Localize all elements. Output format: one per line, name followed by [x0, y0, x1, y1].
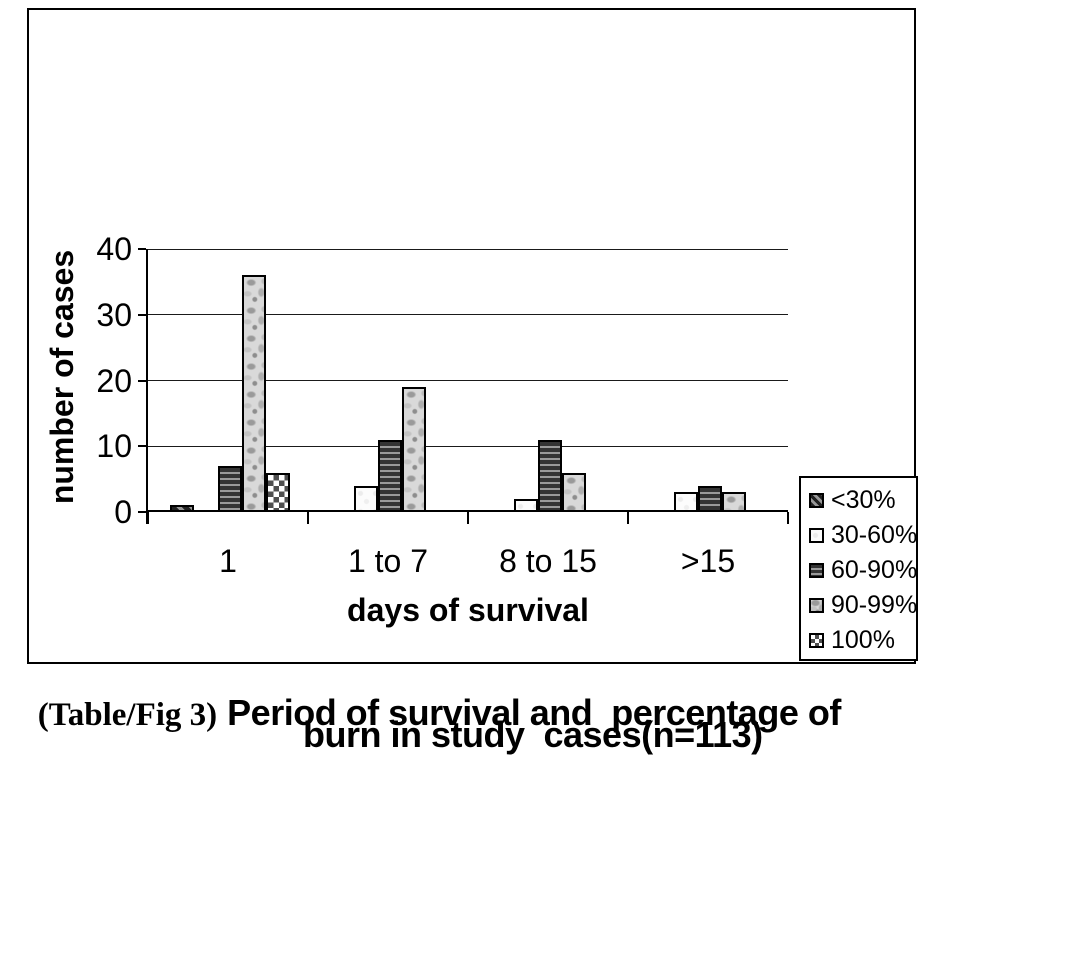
- bar-60-90%-1: [218, 466, 242, 512]
- y-tick-10: [138, 445, 146, 448]
- chart-frame: [27, 8, 916, 664]
- x-tick-1: [307, 512, 309, 524]
- bar-90-99%-1 to 7: [402, 387, 426, 512]
- legend-label: <30%: [831, 486, 896, 514]
- x-tick-2: [467, 512, 469, 524]
- caption-title-part-1: Period of survival and percentage of: [227, 692, 841, 733]
- x-tick-label-2: 8 to 15: [499, 543, 597, 579]
- x-tick-label-1: 1 to 7: [347, 543, 429, 579]
- y-tick-20: [138, 379, 146, 382]
- legend-label: 90-99%: [831, 591, 918, 619]
- bar-30-60%-1 to 7: [354, 486, 378, 512]
- legend-swatch-diag-icon: [809, 493, 824, 508]
- bar-90-99%->15: [722, 492, 746, 512]
- bar-60-90%-8 to 15: [538, 440, 562, 512]
- bar-90-99%-1: [242, 275, 266, 512]
- bar-30-60%->15: [674, 492, 698, 512]
- x-tick-3: [627, 512, 629, 524]
- bar-60-90%-1 to 7: [378, 440, 402, 512]
- y-axis-title: number of cases: [44, 249, 80, 505]
- legend: <30% 30-60% 60-90% 90-99% 100%: [799, 476, 918, 661]
- x-tick-0: [147, 512, 149, 524]
- bar-90-99%-8 to 15: [562, 473, 586, 512]
- y-tick-30: [138, 313, 146, 316]
- y-tick-40: [138, 248, 146, 250]
- legend-swatch-marble-icon: [809, 598, 824, 613]
- legend-item-90-99%: 90-99%: [809, 588, 918, 623]
- legend-item-<30%: <30%: [809, 483, 916, 518]
- bar-100%-1: [266, 473, 290, 512]
- gridline-y-40: [148, 248, 788, 250]
- legend-label: 100%: [831, 626, 895, 654]
- legend-item-100%: 100%: [809, 623, 916, 658]
- y-tick-label-10: 10: [96, 428, 132, 465]
- figure-caption-line-1: (Table/Fig 3) Period of survival and perc…: [20, 674, 842, 752]
- x-axis-line: [146, 510, 788, 512]
- legend-label: 60-90%: [831, 556, 918, 584]
- y-tick-0: [138, 511, 146, 513]
- legend-swatch-white-icon: [809, 528, 824, 543]
- y-tick-label-0: 0: [114, 494, 132, 530]
- caption-figure-number: (Table/Fig 3): [37, 697, 218, 733]
- legend-label: 30-60%: [831, 521, 918, 549]
- bar-60-90%->15: [698, 486, 722, 512]
- gridline-y-10: [148, 445, 788, 447]
- y-tick-label-40: 40: [96, 231, 132, 267]
- figure-caption-line-2: burn in study cases(n=113): [303, 714, 763, 755]
- y-axis-line: [146, 249, 148, 524]
- y-tick-label-20: 20: [96, 362, 132, 399]
- x-tick-label-0: 1: [219, 543, 237, 579]
- legend-swatch-hlines-icon: [809, 563, 824, 578]
- y-tick-label-30: 30: [96, 296, 132, 333]
- legend-swatch-checker-icon: [809, 633, 824, 648]
- gridline-y-30: [148, 314, 788, 316]
- gridline-y-20: [148, 380, 788, 381]
- legend-item-60-90%: 60-90%: [809, 553, 918, 588]
- x-tick-label-3: >15: [680, 543, 736, 579]
- x-axis-title: days of survival: [347, 592, 589, 628]
- x-tick-4: [787, 512, 789, 524]
- legend-item-30-60%: 30-60%: [809, 518, 918, 553]
